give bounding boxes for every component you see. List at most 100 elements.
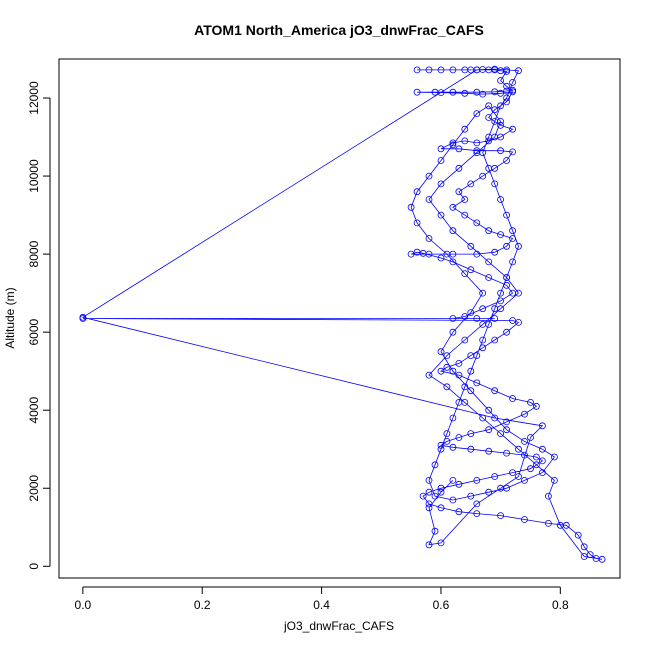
data-point xyxy=(485,320,493,328)
data-point xyxy=(485,227,493,235)
data-point xyxy=(443,383,451,391)
data-point xyxy=(539,469,546,477)
data-point xyxy=(467,309,475,317)
data-point xyxy=(545,492,552,500)
data-point xyxy=(437,539,445,547)
data-point xyxy=(491,180,499,188)
data-point xyxy=(437,367,445,375)
data-point xyxy=(497,297,505,305)
data-point xyxy=(521,516,528,523)
x-tick-label: 0.2 xyxy=(194,598,211,612)
data-point xyxy=(491,387,499,395)
data-point xyxy=(461,89,469,97)
data-point xyxy=(431,461,439,469)
plot-area xyxy=(79,65,606,563)
data-point xyxy=(580,543,588,551)
y-tick-label: 0 xyxy=(27,563,41,570)
data-point xyxy=(449,367,457,375)
data-point xyxy=(479,90,487,98)
data-point xyxy=(509,235,516,242)
data-point xyxy=(485,406,493,414)
data-point xyxy=(443,437,451,445)
x-axis-label: jO3_dnwFrac_CAFS xyxy=(283,619,394,633)
data-point xyxy=(503,281,511,289)
y-axis: 0 2000 4000 6000 8000 10000 12000 xyxy=(27,81,51,570)
data-point xyxy=(491,118,499,125)
data-point xyxy=(449,328,457,336)
data-point xyxy=(497,102,505,110)
data-point xyxy=(79,313,87,321)
data-point xyxy=(425,541,433,549)
data-point xyxy=(497,289,505,297)
data-point xyxy=(425,235,433,242)
data-point xyxy=(598,555,606,563)
data-point xyxy=(455,145,463,153)
data-point xyxy=(461,270,469,278)
data-point xyxy=(539,445,546,453)
data-point xyxy=(449,476,457,484)
data-point xyxy=(425,500,433,508)
data-point xyxy=(503,66,511,74)
data-point xyxy=(491,315,499,322)
data-point xyxy=(497,512,505,519)
data-point xyxy=(437,254,445,262)
data-point xyxy=(449,227,457,235)
data-point xyxy=(515,242,522,250)
data-point xyxy=(449,258,457,266)
data-point xyxy=(479,344,487,352)
plot-frame xyxy=(58,58,621,579)
data-point xyxy=(449,496,457,504)
data-point xyxy=(503,418,511,426)
data-point xyxy=(515,473,522,480)
data-point xyxy=(521,437,528,445)
data-point xyxy=(467,180,475,188)
data-point xyxy=(491,414,499,422)
data-point xyxy=(479,336,487,344)
data-point xyxy=(503,449,511,457)
data-point xyxy=(509,79,516,86)
data-point xyxy=(437,66,445,74)
data-point xyxy=(473,219,481,227)
data-point xyxy=(521,410,528,418)
data-point xyxy=(467,387,475,395)
data-point xyxy=(527,398,534,406)
data-point xyxy=(473,500,481,508)
data-point xyxy=(479,172,487,180)
data-point xyxy=(455,188,463,196)
data-point xyxy=(437,504,445,512)
data-point xyxy=(509,317,516,324)
data-point xyxy=(455,371,463,379)
data-point xyxy=(437,488,445,496)
data-point xyxy=(437,348,445,356)
data-point xyxy=(479,414,487,422)
data-point xyxy=(449,88,457,96)
data-point xyxy=(473,352,481,360)
data-point xyxy=(461,211,469,219)
y-tick-label: 4000 xyxy=(27,397,41,424)
data-point xyxy=(527,465,534,473)
data-point xyxy=(503,328,511,336)
data-point xyxy=(437,180,445,188)
data-point xyxy=(574,531,582,539)
data-point xyxy=(497,196,505,203)
data-point xyxy=(539,457,546,465)
data-point xyxy=(449,414,457,422)
data-point xyxy=(467,367,475,375)
data-point xyxy=(425,476,433,484)
data-point xyxy=(437,145,445,153)
data-point xyxy=(497,484,505,492)
data-point xyxy=(425,66,433,74)
data-point xyxy=(509,469,516,477)
data-point xyxy=(437,157,445,164)
data-point xyxy=(443,430,451,438)
data-point xyxy=(503,82,511,90)
data-point xyxy=(479,149,487,157)
data-point xyxy=(443,363,451,371)
data-point xyxy=(491,336,499,344)
data-point xyxy=(431,527,439,535)
data-point xyxy=(479,289,487,297)
data-point xyxy=(485,114,493,121)
data-point xyxy=(551,476,558,484)
data-point xyxy=(473,66,481,74)
